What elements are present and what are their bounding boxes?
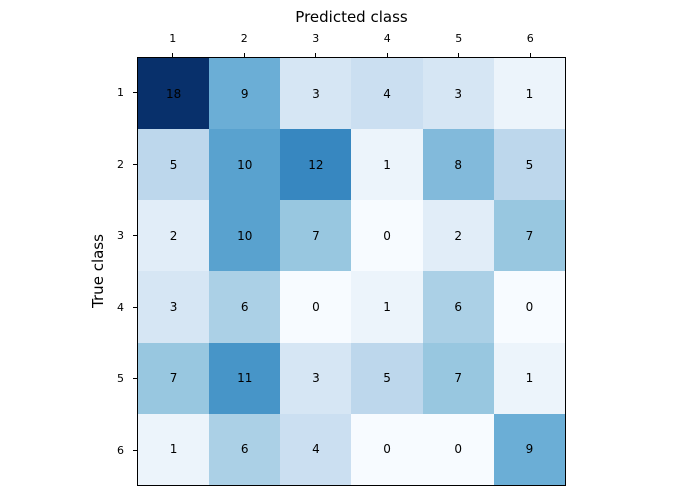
tick-mark [133, 235, 137, 237]
y-tick [133, 200, 137, 272]
heatmap-cell-r3c4: 0 [351, 200, 423, 272]
x-tick-label: 4 [383, 32, 391, 45]
heatmap-plot-area: 18 9 3 4 3 1 5 10 12 1 8 5 2 10 7 0 2 7 3 6 0 1 6 0 7 11 3 5 7 1 1 6 4 0 0… [137, 57, 566, 486]
heatmap-cell-r3c5: 2 [422, 200, 494, 272]
y-tick-labels: 1 2 3 4 5 6 [94, 57, 124, 486]
x-tick-label: 2 [240, 32, 248, 45]
y-tick [133, 343, 137, 415]
tick-mark [386, 53, 388, 57]
tick-mark [133, 92, 137, 94]
x-tick-label: 3 [312, 32, 320, 45]
heatmap-cell-r4c4: 1 [351, 271, 423, 343]
heatmap-cell-r4c3: 0 [280, 271, 352, 343]
tick-mark [243, 53, 245, 57]
y-tick-label: 1 [117, 86, 124, 100]
y-tick [133, 415, 137, 487]
y-tick-marks [133, 57, 137, 486]
tick-mark [172, 53, 174, 57]
heatmap-cell-r4c2: 6 [209, 271, 281, 343]
heatmap-cell-r1c4: 4 [351, 58, 423, 130]
heatmap-cell-r1c2: 9 [209, 58, 281, 130]
heatmap-cell-r1c1: 18 [138, 58, 210, 130]
heatmap-cell-r3c2: 10 [209, 200, 281, 272]
x-tick [495, 53, 567, 57]
heatmap-cell-r5c2: 11 [209, 342, 281, 414]
tick-mark [133, 163, 137, 165]
tick-mark [315, 53, 317, 57]
heatmap-cell-r2c2: 10 [209, 129, 281, 201]
x-tick [209, 53, 281, 57]
heatmap-cell-r5c5: 7 [422, 342, 494, 414]
y-tick-label: 4 [117, 300, 124, 314]
x-tick-label: 5 [455, 32, 463, 45]
tick-mark [133, 306, 137, 308]
tick-mark [529, 53, 531, 57]
x-tick [423, 53, 495, 57]
heatmap-cell-r5c1: 7 [138, 342, 210, 414]
y-tick [133, 129, 137, 201]
y-tick-label: 2 [117, 157, 124, 171]
tick-mark [133, 378, 137, 380]
x-tick [137, 53, 209, 57]
heatmap-cell-r2c3: 12 [280, 129, 352, 201]
heatmap-cell-r6c6: 9 [493, 413, 565, 485]
tick-mark [458, 53, 460, 57]
heatmap-cell-r6c1: 1 [138, 413, 210, 485]
y-tick-label: 6 [117, 443, 124, 457]
x-tick-label: 1 [169, 32, 177, 45]
heatmap-cell-r4c6: 0 [493, 271, 565, 343]
heatmap-cell-r3c3: 7 [280, 200, 352, 272]
heatmap-cell-r2c6: 5 [493, 129, 565, 201]
heatmap-cell-r4c1: 3 [138, 271, 210, 343]
x-tick [352, 53, 424, 57]
heatmap-cell-r6c5: 0 [422, 413, 494, 485]
x-tick-marks [137, 53, 566, 57]
heatmap-cell-r5c6: 1 [493, 342, 565, 414]
y-tick [133, 57, 137, 129]
heatmap-cell-r6c2: 6 [209, 413, 281, 485]
heatmap-cell-r5c3: 3 [280, 342, 352, 414]
x-axis-title: Predicted class [295, 8, 408, 26]
y-tick-label: 3 [117, 229, 124, 243]
heatmap-cell-r1c3: 3 [280, 58, 352, 130]
x-tick-label: 6 [526, 32, 534, 45]
heatmap-cell-r6c3: 4 [280, 413, 352, 485]
y-tick [133, 272, 137, 344]
heatmap-cell-r1c5: 3 [422, 58, 494, 130]
heatmap-cell-r2c1: 5 [138, 129, 210, 201]
heatmap-cell-r5c4: 5 [351, 342, 423, 414]
heatmap-cell-r3c1: 2 [138, 200, 210, 272]
tick-mark [133, 449, 137, 451]
heatmap-cell-r4c5: 6 [422, 271, 494, 343]
heatmap-cell-r3c6: 7 [493, 200, 565, 272]
heatmap-cell-r6c4: 0 [351, 413, 423, 485]
heatmap-cell-r2c4: 1 [351, 129, 423, 201]
x-tick-labels: 1 2 3 4 5 6 [137, 31, 566, 47]
y-tick-label: 5 [117, 372, 124, 386]
x-tick [280, 53, 352, 57]
heatmap-cell-r1c6: 1 [493, 58, 565, 130]
heatmap-cell-r2c5: 8 [422, 129, 494, 201]
